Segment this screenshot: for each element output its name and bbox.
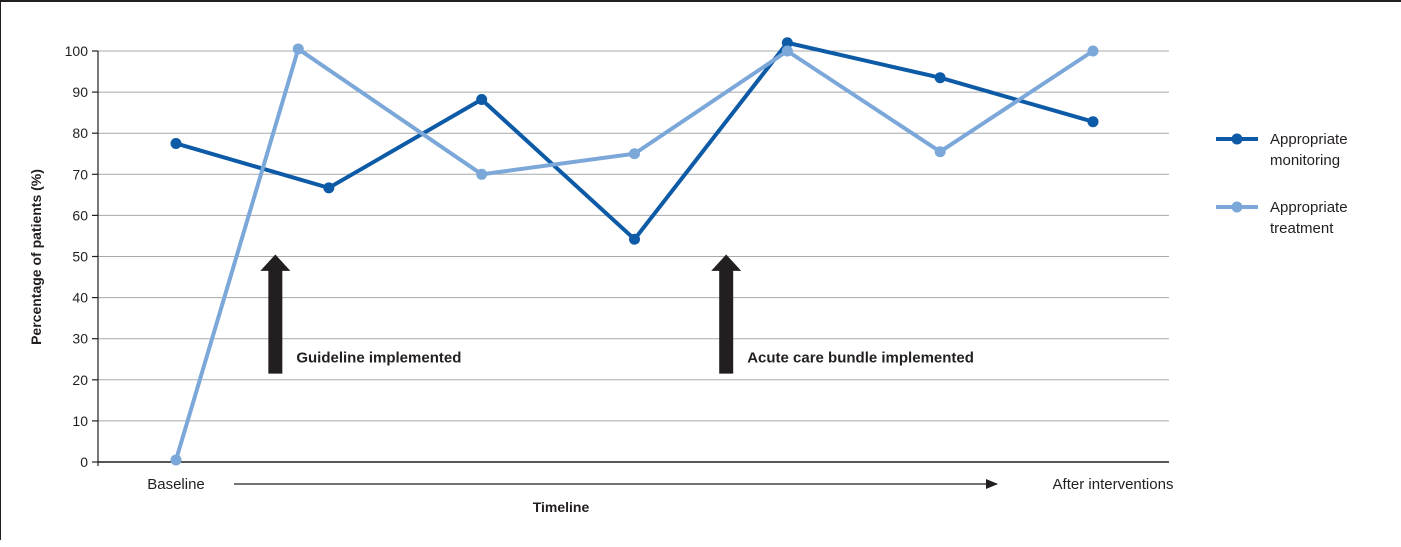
annotation-arrow: Guideline implemented [260,254,461,374]
data-point [323,182,335,194]
data-point [292,43,304,55]
data-point [1087,45,1099,57]
data-point [934,72,946,84]
y-tick-label: 30 [72,331,88,347]
data-point [781,37,793,49]
legend-marker [1231,133,1243,145]
x-end-label: After interventions [1053,476,1174,493]
annotations: Guideline implemented Acute care bundle i… [260,254,974,374]
data-point [934,146,946,158]
data-point [629,233,640,245]
y-tick-label: 40 [72,290,88,306]
y-tick-label: 0 [80,454,88,470]
x-axis-label: Timeline [533,499,590,515]
data-point [781,45,793,57]
y-tick-label: 20 [72,372,88,388]
data-point [476,168,488,180]
legend-item-2: Appropriate treatment [1216,199,1348,237]
up-arrow-shape [711,254,742,374]
legend: Appropriate monitoring Appropriate treatmen… [1216,131,1348,237]
legend-label: Appropriate [1270,131,1348,148]
annotation-arrow: Acute care bundle implemented [711,254,974,374]
series-1 [170,37,1099,245]
series-lines [170,37,1099,466]
annotation-label: Acute care bundle implemented [747,350,974,367]
legend-item-1: Appropriate monitoring [1216,131,1348,169]
legend-label: Appropriate [1270,199,1348,216]
y-tick-label: 100 [65,43,89,59]
data-point [629,148,640,160]
x-start-label: Baseline [147,476,205,493]
y-tick-label: 90 [72,84,88,100]
y-tick-label: 50 [72,249,88,265]
data-point [170,137,182,149]
legend-label: treatment [1270,220,1334,237]
data-point [170,454,182,466]
series-line [174,45,1095,461]
y-axis-label: Percentage of patients (%) [28,169,44,345]
y-tick-label: 60 [72,207,88,223]
data-point [476,93,488,105]
y-tick-label: 70 [72,166,88,182]
y-tick-label: 10 [72,413,88,429]
y-tick-label: 80 [72,125,88,141]
y-axis-ticks: 0 10 20 30 40 50 60 70 80 90 100 [65,43,98,470]
legend-label: monitoring [1270,152,1340,169]
up-arrow-shape [260,254,291,374]
data-point [1087,116,1099,128]
legend-marker [1231,201,1243,213]
series-2 [170,43,1099,466]
annotation-label: Guideline implemented [296,350,461,367]
